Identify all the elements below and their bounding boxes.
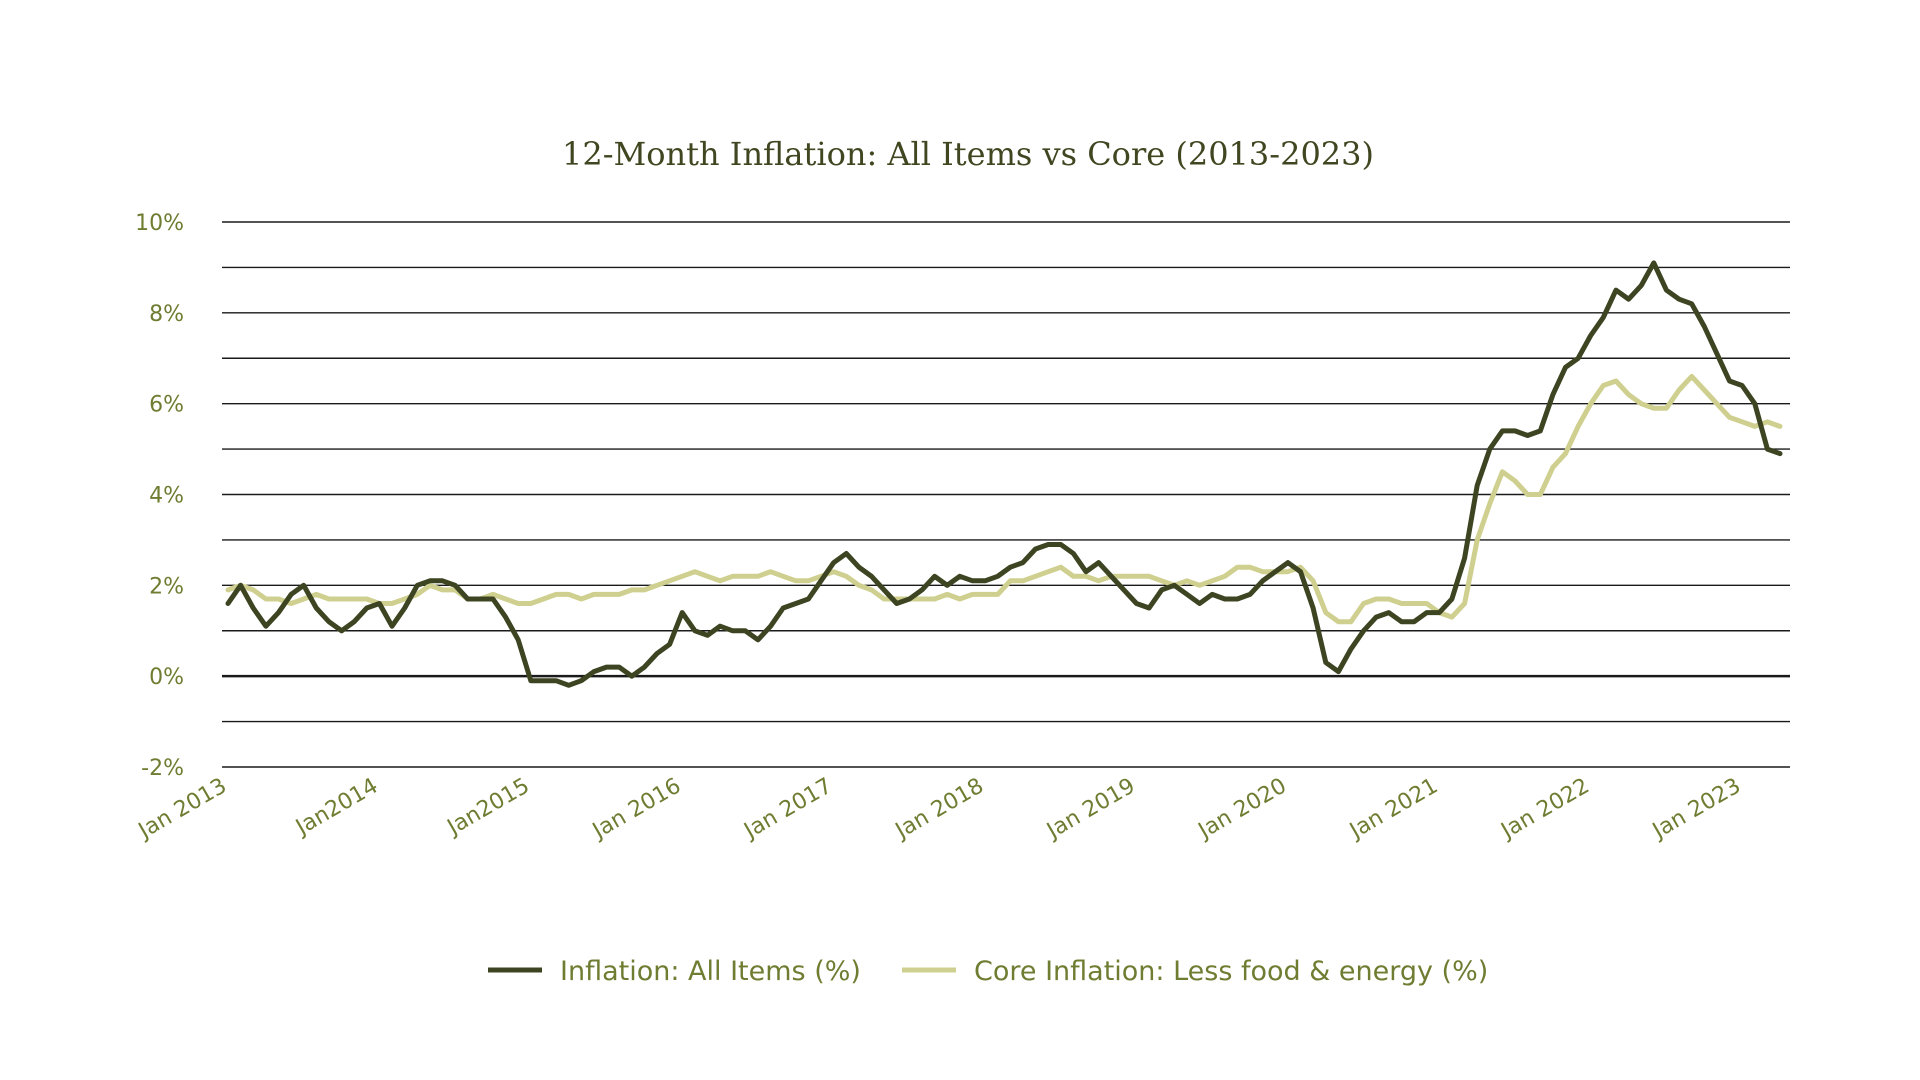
x-tick-label: Jan 2016 [587,774,685,845]
x-tick-label: Jan2014 [290,774,382,842]
x-tick-label: Jan 2013 [133,774,231,845]
x-tick-label: Jan 2019 [1041,774,1139,845]
y-tick-label: -2% [141,756,184,781]
x-tick-label: Jan2015 [442,774,534,842]
y-tick-label: 10% [135,211,184,236]
y-tick-label: 4% [149,484,184,509]
y-tick-label: 2% [149,574,184,599]
y-axis-ticks: 10% 8% 6% 4% 2% 0% -2% [135,211,184,781]
legend-label-core: Core Inflation: Less food & energy (%) [974,956,1488,987]
x-tick-label: Jan 2018 [890,774,988,845]
y-tick-label: 8% [149,302,184,327]
x-tick-label: Jan 2022 [1496,774,1594,845]
legend: Inflation: All Items (%) Core Inflation:… [488,956,1488,987]
x-tick-label: Jan 2023 [1647,774,1745,845]
y-tick-label: 0% [149,665,184,690]
gridlines [222,221,1790,768]
legend-item-core: Core Inflation: Less food & energy (%) [902,956,1488,987]
legend-item-all-items: Inflation: All Items (%) [488,956,861,987]
y-tick-label: 6% [149,393,184,418]
x-axis-ticks: Jan 2013 Jan2014 Jan2015 Jan 2016 Jan 2017 Ja… [133,774,1745,845]
series-line-all-items [225,260,1783,688]
legend-label-all-items: Inflation: All Items (%) [560,956,861,987]
series-lines [225,260,1783,688]
x-tick-label: Jan 2017 [739,774,837,845]
chart-title: 12-Month Inflation: All Items vs Core (2… [562,135,1374,173]
x-tick-label: Jan 2021 [1344,774,1442,845]
x-tick-label: Jan 2020 [1193,774,1291,845]
